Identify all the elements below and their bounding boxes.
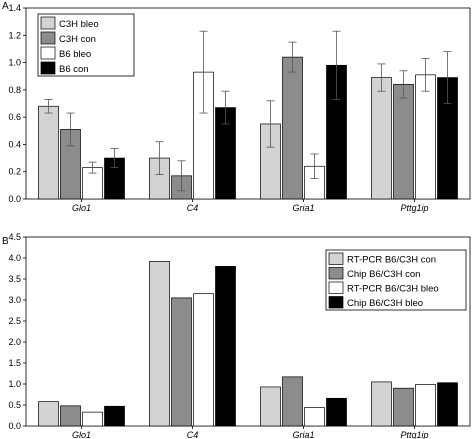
y-tick-label: 0.2 <box>8 167 21 177</box>
chart-panel-a: A 0.0 0.2 0.4 0.6 0.8 1.0 1.2 1.4 Glo1 C4 Gria1 Pttg… <box>2 1 471 213</box>
x-tick-label: C4 <box>187 430 199 439</box>
x-tick-label: Gria1 <box>292 430 314 439</box>
legend-swatch <box>40 61 56 75</box>
bar <box>437 382 458 427</box>
y-tick-label: 1.2 <box>8 30 21 40</box>
plot-frame <box>25 236 471 427</box>
y-tick-label: 2.0 <box>8 337 21 347</box>
legend-label: C3H con <box>59 34 96 45</box>
y-tick-label: 3.5 <box>8 274 21 284</box>
x-tick-label: Pttg1ip <box>400 430 428 439</box>
legend-swatch <box>328 267 344 280</box>
bar <box>104 405 125 427</box>
bar <box>371 77 392 200</box>
legend-label: B6 con <box>59 64 89 75</box>
y-tick-label: 2.5 <box>8 316 21 326</box>
legend-swatch <box>40 46 56 60</box>
legend-label: RT-PCR B6/C3H con <box>347 255 436 266</box>
chart-panel-b: B 0.0 0.5 1.0 1.5 2.0 2.5 3.0 3.5 4.0 4.5 Glo1 C4 Gri… <box>2 232 471 439</box>
y-tick-label: 0.6 <box>8 112 21 122</box>
bar <box>326 397 347 427</box>
bar <box>415 384 436 427</box>
legend-label: B6 bleo <box>59 49 91 60</box>
bar <box>282 376 303 427</box>
y-tick-label: 4.5 <box>8 232 21 242</box>
legend-swatch <box>40 16 56 30</box>
plot-frame <box>25 7 471 200</box>
bar <box>260 386 281 427</box>
y-tick-label: 0.4 <box>8 139 21 149</box>
legend-label: C3H bleo <box>59 19 99 30</box>
panel-label: A <box>2 1 9 12</box>
y-tick-label: 4.0 <box>8 253 21 263</box>
legend-label: Chip B6/C3H bleo <box>347 298 423 309</box>
y-tick-label: 3.0 <box>8 295 21 305</box>
y-tick-label: 0.0 <box>8 194 21 204</box>
x-tick-label: Glo1 <box>72 203 91 213</box>
bar <box>393 387 414 427</box>
x-tick-label: C4 <box>187 203 199 213</box>
x-tick-label: Pttg1ip <box>400 203 428 213</box>
bar <box>193 293 214 427</box>
panel-label: B <box>2 236 9 247</box>
legend-label: RT-PCR B6/C3H bleo <box>347 284 439 295</box>
legend: RT-PCR B6/C3H con Chip B6/C3H con RT-PCR B… <box>325 249 467 311</box>
x-tick-label: Gria1 <box>292 203 314 213</box>
y-tick-label: 0.0 <box>8 421 21 431</box>
y-tick-label: 1.5 <box>8 358 21 368</box>
legend-swatch <box>40 31 56 45</box>
y-tick-label: 1.4 <box>8 3 21 13</box>
bar <box>60 405 81 427</box>
bar <box>38 401 59 427</box>
bar <box>38 105 59 200</box>
legend-swatch <box>328 296 344 309</box>
bar <box>415 74 436 200</box>
y-tick-label: 1.0 <box>8 58 21 68</box>
bar <box>149 261 170 427</box>
bar <box>304 407 325 427</box>
bar <box>215 266 236 427</box>
bar <box>393 84 414 200</box>
bar <box>82 411 103 427</box>
x-tick-label: Glo1 <box>72 430 91 439</box>
legend: C3H bleo C3H con B6 bleo B6 con <box>37 13 135 77</box>
bar <box>371 381 392 427</box>
legend-swatch <box>328 252 344 265</box>
y-tick-label: 0.8 <box>8 85 21 95</box>
legend-box <box>325 249 467 311</box>
legend-swatch <box>328 281 344 294</box>
bar <box>282 56 303 200</box>
bar <box>171 297 192 427</box>
y-tick-label: 1.0 <box>8 379 21 389</box>
legend-label: Chip B6/C3H con <box>347 269 420 280</box>
y-tick-label: 0.5 <box>8 400 21 410</box>
